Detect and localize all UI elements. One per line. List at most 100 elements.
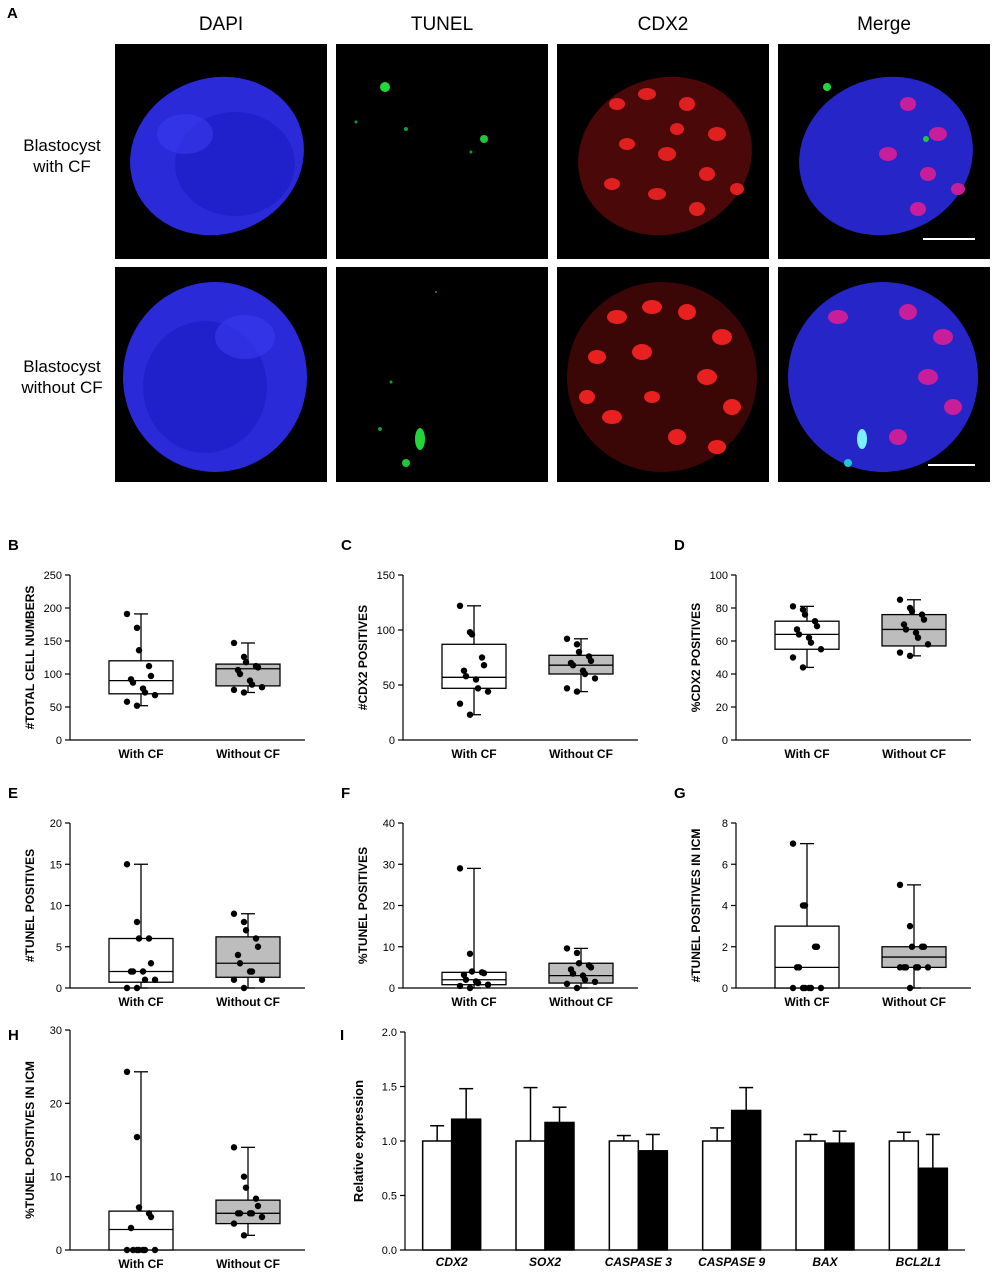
boxplot-h-data-point bbox=[258, 1213, 266, 1221]
boxplot-f-data-point bbox=[573, 984, 581, 992]
boxplot-c-data-point bbox=[581, 670, 589, 678]
boxplot-b-xtick-label: With CF bbox=[118, 747, 163, 761]
boxplot-g-panel-label: G bbox=[674, 785, 686, 802]
boxplot-f-data-point bbox=[466, 984, 474, 992]
boxplot-c-data-point bbox=[478, 654, 486, 661]
micrograph-tunel-without-cf bbox=[336, 267, 548, 482]
boxplot-f-data-point bbox=[456, 865, 464, 872]
boxplot-b-data-point bbox=[123, 610, 131, 618]
boxplot-b-data-point bbox=[147, 672, 155, 680]
boxplot-c-data-point bbox=[575, 648, 583, 656]
boxplot-d-data-point bbox=[801, 611, 809, 618]
boxplot-h-panel-label: H bbox=[8, 1027, 19, 1044]
boxplot-f-ytick-label: 0 bbox=[389, 983, 395, 995]
boxplot-c-data-point bbox=[563, 685, 571, 692]
boxplot-b-data-point bbox=[254, 664, 262, 671]
micrograph-merge-without-cf bbox=[778, 267, 990, 482]
barchart-i-bar bbox=[515, 1140, 546, 1251]
boxplot-b-data-point bbox=[242, 658, 250, 666]
boxplot-f-data-point bbox=[484, 981, 492, 988]
barchart-i-ytick-label: 1.5 bbox=[382, 1082, 397, 1094]
boxplot-f-data-point bbox=[581, 976, 589, 983]
barchart-i-panel-label: I bbox=[340, 1027, 344, 1044]
boxplot-f-data-point bbox=[474, 979, 482, 987]
barchart-i-ytick-label: 2.0 bbox=[382, 1027, 397, 1039]
boxplot-g-ytick-label: 2 bbox=[722, 942, 728, 954]
micrograph-tunel-with-cf bbox=[336, 44, 548, 259]
boxplot-c-data-point bbox=[472, 676, 480, 683]
boxplot-g-data-point bbox=[906, 984, 914, 992]
boxplot-e-data-point bbox=[123, 984, 131, 992]
boxplot-c-data-point bbox=[468, 631, 476, 638]
boxplot-d-data-point bbox=[912, 629, 920, 636]
barchart-i: I 0.0 0.5 1.0 1.5 2.0 Relative expression CDX2 S… bbox=[340, 1027, 965, 1269]
boxplot-b-data-point bbox=[248, 681, 256, 688]
barchart-i-bar bbox=[544, 1121, 575, 1251]
boxplot-d-data-point bbox=[813, 622, 821, 630]
boxplot-g-xtick-label: With CF bbox=[784, 995, 829, 1009]
boxplot-e-data-point bbox=[129, 968, 137, 975]
boxplot-h-ytick-label: 10 bbox=[50, 1172, 62, 1184]
barchart-i-xtick-label: SOX2 bbox=[529, 1255, 561, 1269]
boxplot-b-ytick-label: 0 bbox=[56, 735, 62, 747]
boxplot-g-data-point bbox=[789, 984, 797, 992]
boxplot-h-data-point bbox=[151, 1246, 159, 1254]
boxplot-c-data-point bbox=[484, 688, 492, 695]
boxplot-g-data-point bbox=[817, 984, 825, 992]
barchart-i-bar bbox=[701, 1140, 733, 1251]
boxplot-c-data-point bbox=[563, 635, 571, 642]
boxplot-h: H 0 10 20 30 %TUNEL POSITIVES IN ICM With CF Wi… bbox=[8, 1025, 305, 1271]
boxplot-f-panel-label: F bbox=[341, 785, 350, 802]
boxplot-c-data-point bbox=[587, 657, 595, 664]
boxplot-d-data-point bbox=[906, 652, 914, 660]
channel-label-merge: Merge bbox=[857, 14, 911, 35]
row-label-with-cf: Blastocyst with CF bbox=[8, 135, 116, 177]
boxplot-g-data-point bbox=[902, 964, 910, 971]
boxplot-e-xtick-label: Without CF bbox=[216, 995, 280, 1009]
boxplot-f-data-point bbox=[575, 960, 583, 967]
boxplot-g-data-point bbox=[801, 902, 809, 909]
boxplot-g-data-point bbox=[813, 943, 821, 950]
boxplot-f-data-point bbox=[456, 982, 464, 990]
boxplot-e-data-point bbox=[234, 951, 242, 959]
boxplot-b-panel-label: B bbox=[8, 537, 19, 554]
barchart-i-xtick-label: BCL2L1 bbox=[896, 1255, 942, 1269]
boxplot-b-ylabel: #TOTAL CELL NUMBERS bbox=[23, 586, 37, 730]
barchart-i-ytick-label: 1.0 bbox=[382, 1136, 397, 1148]
row-label-without-cf-line1: Blastocyst bbox=[23, 357, 101, 376]
boxplot-h-ytick-label: 30 bbox=[50, 1025, 62, 1037]
boxplot-b-data-point bbox=[230, 686, 238, 694]
boxplot-d-data-point bbox=[900, 621, 908, 628]
boxplot-f-ytick-label: 20 bbox=[383, 901, 395, 913]
boxplot-e-ylabel: #TUNEL POSITIVES bbox=[23, 849, 37, 962]
boxplot-f-data-point bbox=[460, 971, 468, 978]
boxplot-f-data-point bbox=[468, 968, 476, 975]
boxplot-g-box bbox=[774, 925, 840, 989]
boxplot-h-xtick-label: With CF bbox=[118, 1257, 163, 1271]
row-label-with-cf-line2: with CF bbox=[33, 157, 91, 176]
boxplot-c-ytick-label: 100 bbox=[377, 625, 395, 637]
boxplot-b-xtick-label: Without CF bbox=[216, 747, 280, 761]
boxplot-d-data-point bbox=[918, 611, 926, 618]
boxplot-b-data-point bbox=[133, 702, 141, 709]
boxplot-e-data-point bbox=[139, 968, 147, 975]
boxplot-d-data-point bbox=[811, 618, 819, 625]
barchart-i-xtick-label: BAX bbox=[812, 1255, 838, 1269]
boxplot-h-ytick-label: 20 bbox=[50, 1098, 62, 1110]
boxplot-h-data-point bbox=[135, 1204, 143, 1211]
boxplot-g-ytick-label: 0 bbox=[722, 983, 728, 995]
boxplot-e-data-point bbox=[242, 927, 250, 934]
boxplot-c-data-point bbox=[569, 662, 577, 669]
boxplot-d-data-point bbox=[908, 608, 916, 615]
barchart-i-ylabel: Relative expression bbox=[351, 1080, 366, 1202]
boxplot-f-data-point bbox=[591, 978, 599, 986]
boxplot-h-data-point bbox=[248, 1210, 256, 1217]
boxplot-e-ytick-label: 20 bbox=[50, 818, 62, 830]
micrograph-dapi-without-cf bbox=[115, 267, 327, 482]
boxplot-h-data-point bbox=[123, 1246, 131, 1254]
boxplot-f: F 0 10 20 30 40 %TUNEL POSITIVES With CF Without… bbox=[341, 785, 638, 1009]
boxplot-c: C 0 50 100 150 #CDX2 POSITIVES With CF Without … bbox=[341, 537, 638, 761]
boxplot-g-data-point bbox=[807, 984, 815, 992]
boxplot-d-data-point bbox=[795, 631, 803, 638]
row-label-with-cf-line1: Blastocyst bbox=[23, 136, 101, 155]
